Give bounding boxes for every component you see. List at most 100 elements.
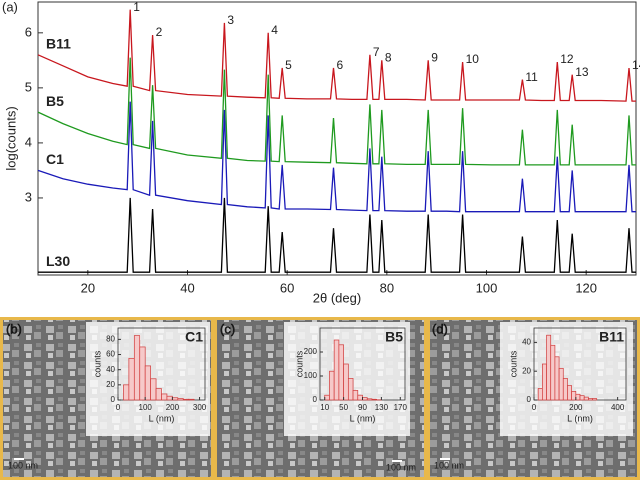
x-tick-label: 40	[180, 280, 194, 295]
peak-label: 5	[285, 58, 292, 72]
inset-title: C1	[185, 329, 203, 345]
series-label: C1	[46, 151, 64, 167]
spectrum-line	[37, 9, 636, 102]
peak-label: 10	[466, 52, 480, 66]
histogram-bar	[352, 390, 359, 401]
x-tick-label: 0	[532, 403, 537, 412]
x-tick-label: 170	[394, 403, 408, 412]
histogram-bar	[571, 391, 577, 401]
peak-label: 1	[133, 0, 140, 14]
y-tick-label: 5	[25, 79, 32, 94]
series-label: B5	[46, 93, 64, 109]
x-tick-label: 130	[375, 403, 389, 412]
histogram-bar	[550, 344, 556, 401]
peak-label: 3	[227, 13, 234, 27]
y-tick-label: 40	[522, 338, 531, 347]
panel-label: (c)	[220, 321, 235, 336]
histogram-bar	[558, 367, 564, 401]
histogram-bar	[579, 395, 585, 401]
peak-label: 9	[431, 51, 438, 65]
histogram-bar	[161, 393, 168, 401]
peak-label: 14	[632, 58, 640, 72]
histogram-bar	[177, 398, 184, 401]
histogram-bar	[537, 388, 543, 401]
x-axis-label: L (nm)	[350, 413, 376, 423]
spectrum-line	[37, 101, 636, 213]
x-tick-label: 20	[81, 280, 95, 295]
x-tick-label: 300	[193, 403, 207, 412]
x-tick-label: 10	[320, 403, 329, 412]
scale-bar-label: 100 nm	[386, 462, 416, 472]
spectrum-line	[37, 57, 636, 166]
x-axis-label: L (nm)	[567, 413, 593, 423]
x-tick-label: 200	[166, 403, 180, 412]
peak-label: 6	[337, 58, 344, 72]
inset-title: B5	[385, 329, 403, 345]
peak-label: 12	[560, 52, 574, 66]
x-tick-label: 400	[611, 403, 625, 412]
scale-bar	[392, 460, 402, 462]
y-tick-label: 60	[106, 350, 115, 359]
histogram-bar	[562, 378, 568, 401]
x-tick-label: 100	[139, 403, 153, 412]
histogram-bar	[546, 334, 552, 401]
y-axis-label: counts	[508, 350, 518, 377]
histogram-bar	[575, 393, 581, 401]
histogram-bar	[182, 398, 190, 401]
x-axis-label: 2θ (deg)	[313, 290, 361, 305]
x-tick-label: 200	[569, 403, 583, 412]
y-tick-label: 4	[25, 134, 32, 149]
panel-label: (d)	[432, 321, 448, 336]
x-tick-label: 0	[116, 403, 121, 412]
scale-bar	[440, 458, 450, 460]
histogram-bar	[139, 346, 146, 401]
panel-label: (b)	[6, 321, 22, 336]
histogram-bar	[554, 356, 560, 401]
plot-frame	[37, 1, 637, 276]
peak-label: 13	[575, 65, 589, 79]
x-axis-label: L (nm)	[149, 413, 175, 423]
histogram-bar	[166, 395, 173, 401]
panel-label: (a)	[2, 0, 18, 14]
series-label: B11	[46, 36, 71, 52]
x-tick-label: 50	[339, 403, 348, 412]
y-tick-label: 80	[106, 334, 115, 343]
histogram-bar	[172, 397, 179, 401]
histogram-bar	[347, 378, 354, 401]
histogram-bar	[333, 339, 340, 401]
histogram-bar	[329, 370, 335, 401]
histogram-bar	[343, 363, 349, 401]
peak-label: 7	[373, 45, 380, 59]
y-tick-label: 40	[106, 365, 115, 374]
scale-bar-label: 100 nm	[8, 460, 38, 470]
y-tick-label: 0	[313, 395, 318, 404]
histogram-bar	[542, 363, 547, 401]
x-tick-label: 60	[280, 280, 294, 295]
histogram-bar	[133, 335, 141, 401]
y-tick-label: 0	[527, 395, 532, 404]
histogram-bar	[583, 396, 589, 401]
y-axis-label: counts	[92, 350, 102, 377]
y-tick-label: 0	[111, 395, 116, 404]
histogram-bar	[324, 394, 330, 401]
x-tick-label: 90	[358, 403, 367, 412]
x-tick-label: 100	[476, 280, 498, 295]
spectrum-line	[38, 197, 636, 273]
peak-label: 11	[525, 70, 538, 84]
y-tick-label: 200	[304, 347, 318, 356]
y-tick-label: 6	[25, 24, 32, 39]
scale-bar-label: 100 nm	[434, 460, 464, 470]
y-axis-label: log(counts)	[3, 106, 18, 170]
histogram-bar	[144, 365, 151, 401]
histogram-bar	[123, 384, 130, 401]
peak-label: 2	[156, 25, 163, 39]
histogram-bar	[150, 378, 157, 401]
y-tick-label: 100	[304, 371, 318, 380]
histogram-bar	[588, 398, 593, 401]
peak-label: 8	[385, 51, 392, 65]
histogram-bar	[371, 398, 378, 401]
x-tick-label: 80	[380, 280, 394, 295]
x-tick-label: 120	[575, 280, 597, 295]
histogram-bar	[366, 398, 373, 401]
